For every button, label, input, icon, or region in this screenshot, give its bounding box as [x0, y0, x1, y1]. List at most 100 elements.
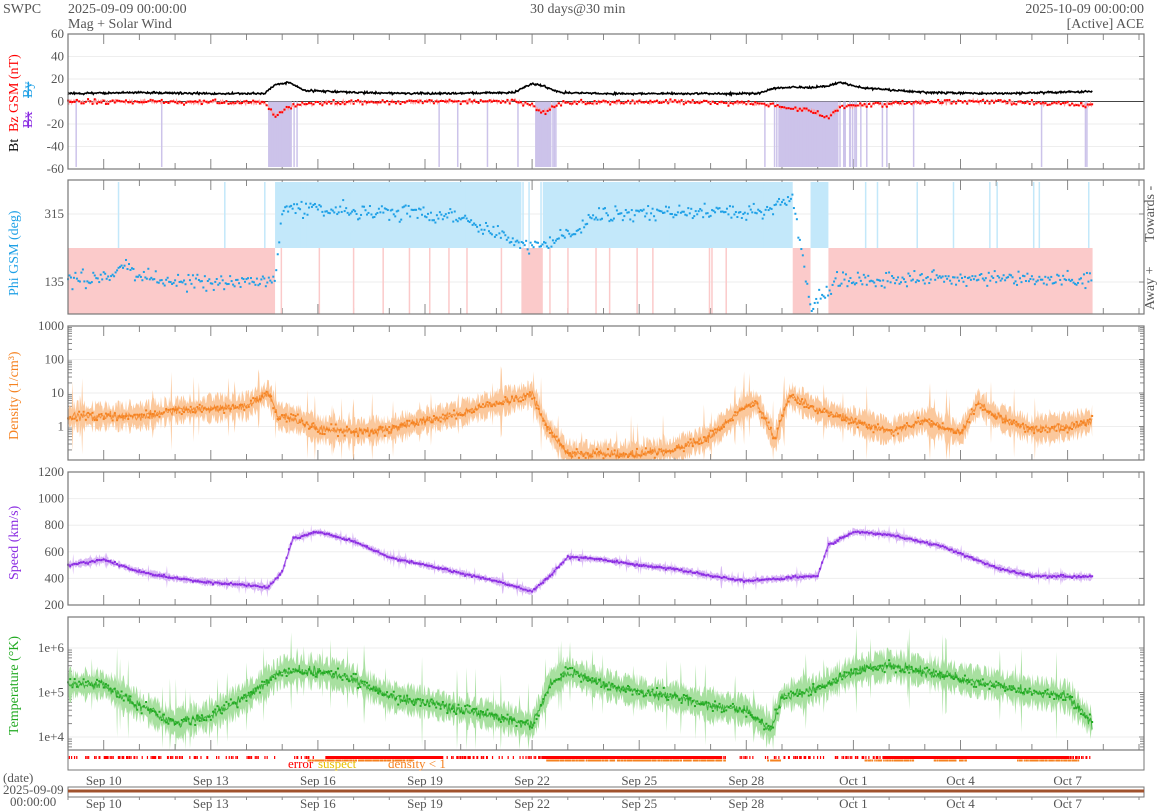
temperature-point	[78, 680, 81, 683]
flag-error	[425, 756, 427, 759]
density-point	[914, 421, 917, 424]
flag-error	[1032, 756, 1034, 759]
flag-error	[340, 756, 342, 759]
temperature-point	[1088, 713, 1091, 716]
flag-density	[944, 759, 946, 762]
bz-point	[540, 111, 543, 114]
temperature-point	[421, 699, 424, 702]
temperature-point	[399, 695, 402, 698]
temperature-point	[307, 668, 310, 671]
flag-error	[677, 756, 680, 759]
flag-error	[230, 756, 233, 759]
density-point	[381, 426, 384, 429]
density-point	[725, 421, 728, 424]
speed-point	[932, 543, 935, 546]
phi-point	[638, 210, 641, 213]
speed-point	[484, 577, 487, 580]
temperature-point	[1030, 693, 1033, 696]
flag-density	[613, 759, 616, 762]
temperature-point	[365, 681, 368, 684]
speed-point	[359, 543, 362, 546]
flag-error	[633, 756, 636, 759]
temperature-point	[120, 690, 123, 693]
flag-error	[939, 756, 941, 759]
speed-point	[1044, 574, 1047, 577]
speed-point	[412, 562, 415, 565]
phi-point	[528, 252, 531, 255]
flag-density	[665, 759, 667, 762]
bz-point	[627, 99, 630, 102]
flag-error	[1014, 756, 1016, 759]
flag-error	[1066, 756, 1068, 759]
bz-point	[377, 101, 380, 104]
flag-error	[375, 756, 377, 759]
flag-error	[1022, 756, 1025, 759]
bz-point	[267, 108, 270, 111]
phi-point	[940, 276, 943, 279]
flag-error	[919, 756, 921, 759]
density-point	[131, 415, 134, 418]
flag-error	[160, 756, 162, 759]
temperature-point	[540, 703, 543, 706]
flag-density	[683, 759, 685, 762]
flag-density	[685, 759, 687, 762]
density-point	[662, 449, 665, 452]
flag-density	[891, 759, 893, 762]
flag-error	[1033, 756, 1035, 759]
bz-point	[718, 101, 721, 104]
temperature-point	[870, 667, 873, 670]
flag-density	[1072, 759, 1074, 762]
flag-error	[1042, 756, 1044, 759]
phi-point	[249, 277, 252, 280]
flag-error	[715, 756, 718, 759]
flag-error	[957, 756, 959, 759]
phi-point	[339, 205, 342, 208]
bz-point	[941, 101, 944, 104]
speed-point	[564, 558, 567, 561]
phi-point	[516, 239, 519, 242]
flag-error	[689, 756, 691, 759]
phi-point	[310, 205, 313, 208]
flag-density	[1042, 759, 1044, 762]
flag-error	[154, 756, 156, 759]
flag-error	[689, 756, 691, 759]
speed-point	[328, 532, 331, 535]
flag-density	[549, 759, 552, 762]
flag-density	[616, 759, 619, 762]
speed-point	[406, 560, 409, 563]
flag-error	[695, 756, 697, 759]
temperature-point	[220, 712, 223, 715]
flag-error	[350, 756, 352, 759]
flag-error	[967, 756, 970, 759]
speed-point	[914, 538, 917, 541]
temperature-point	[229, 698, 232, 701]
flag-density	[938, 759, 941, 762]
bz-point	[1019, 100, 1022, 103]
flag-error	[973, 756, 975, 759]
density-point	[403, 424, 406, 427]
speed-point	[220, 583, 223, 586]
flag-density	[560, 759, 562, 762]
phi-point	[239, 285, 242, 288]
flag-error	[459, 756, 462, 759]
phi-point	[486, 225, 489, 228]
phi-point	[590, 217, 593, 220]
phi-point	[783, 202, 786, 205]
phi-point	[1088, 272, 1091, 275]
flag-density	[591, 759, 593, 762]
flag-error	[1045, 756, 1047, 759]
speed-point	[560, 563, 563, 566]
flag-error	[228, 756, 230, 759]
flag-error	[694, 756, 697, 759]
flag-error	[458, 756, 460, 759]
flag-error	[1020, 756, 1022, 759]
bz-point	[618, 99, 621, 102]
density-point	[276, 418, 279, 421]
density-point	[343, 434, 346, 437]
bz-point	[314, 100, 317, 103]
temperature-point	[321, 671, 324, 674]
phi-point	[180, 280, 183, 283]
density-point	[555, 435, 558, 438]
bz-point	[1075, 104, 1078, 107]
phi-point	[782, 198, 785, 201]
